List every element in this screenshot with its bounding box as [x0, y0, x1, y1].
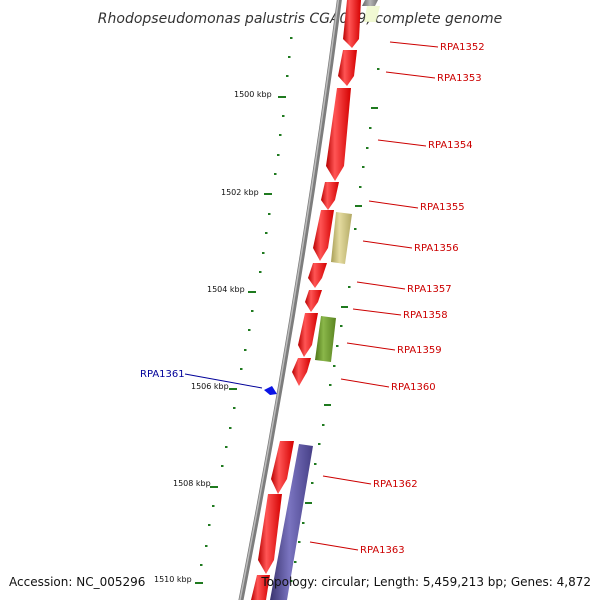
- genome-backbone: [238, 0, 342, 600]
- map-title: Rhodopseudomonas palustris CGA009, compl…: [98, 11, 502, 27]
- gene-label-rpa1353[interactable]: RPA1353: [437, 73, 482, 84]
- scale-label-1502: 1502 kbp: [221, 188, 259, 197]
- gene-label-rpa1358[interactable]: RPA1358: [403, 310, 448, 321]
- gene-rpa1362[interactable]: [271, 441, 294, 494]
- gene-rpa1354[interactable]: [326, 88, 351, 181]
- gene-label-rpa1354[interactable]: RPA1354: [428, 140, 473, 151]
- top-fragment: [362, 0, 378, 6]
- accession-text: Accession: NC_005296: [9, 575, 145, 589]
- scale-label-1500: 1500 kbp: [234, 90, 272, 99]
- gene-rpa1357[interactable]: [308, 263, 327, 288]
- gene-rpa1355[interactable]: [321, 182, 339, 210]
- gene-rpa1352[interactable]: [343, 0, 361, 48]
- gene-rpa1360[interactable]: [292, 358, 311, 386]
- top-fragment-light: [364, 6, 380, 22]
- gene-callout-lines: [309, 41, 439, 551]
- scale-label-1506: 1506 kbp: [191, 382, 229, 391]
- genome-backbone-highlight: [239, 0, 340, 600]
- gene-bottom-fragment[interactable]: [251, 575, 270, 600]
- gene-rpa1359[interactable]: [315, 316, 336, 362]
- gene-label-rpa1356[interactable]: RPA1356: [414, 243, 459, 254]
- scale-label-1510: 1510 kbp: [154, 575, 192, 584]
- scale-label-1504: 1504 kbp: [207, 285, 245, 294]
- outer-scale-ticks: [290, 68, 380, 582]
- callout-line-rpa1361: [184, 373, 263, 389]
- scale-label-1508: 1508 kbp: [173, 479, 211, 488]
- gene-label-rpa1363[interactable]: RPA1363: [360, 545, 405, 556]
- gene-rpa1359-red[interactable]: [298, 313, 318, 357]
- gene-rpa1361[interactable]: [264, 386, 277, 395]
- gene-label-rpa1359[interactable]: RPA1359: [397, 345, 442, 356]
- gene-rpa1356-red[interactable]: [313, 210, 334, 261]
- topology-text: Topology: circular; Length: 5,459,213 bp…: [260, 575, 591, 589]
- gene-label-rpa1357[interactable]: RPA1357: [407, 284, 452, 295]
- gene-rpa1363[interactable]: [258, 494, 282, 574]
- gene-rpa1356[interactable]: [331, 212, 352, 264]
- gene-label-rpa1355[interactable]: RPA1355: [420, 202, 465, 213]
- inner-scale-ticks: [195, 37, 293, 584]
- gene-label-rpa1361[interactable]: RPA1361: [140, 369, 185, 380]
- gene-rpa1353[interactable]: [338, 50, 357, 86]
- gene-rpa1358[interactable]: [305, 290, 322, 312]
- forward-gene-strand: [251, 0, 361, 600]
- gene-label-rpa1352[interactable]: RPA1352: [440, 42, 485, 53]
- gene-label-rpa1360[interactable]: RPA1360: [391, 382, 436, 393]
- gene-rpa1363-purple[interactable]: [270, 444, 313, 600]
- gene-label-rpa1362[interactable]: RPA1362: [373, 479, 418, 490]
